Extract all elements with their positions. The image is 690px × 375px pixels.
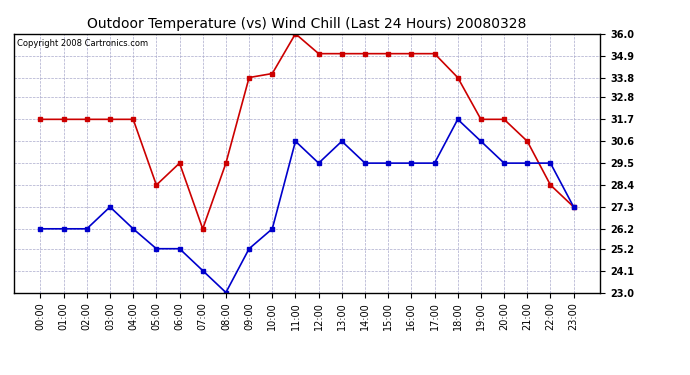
Title: Outdoor Temperature (vs) Wind Chill (Last 24 Hours) 20080328: Outdoor Temperature (vs) Wind Chill (Las…: [88, 17, 526, 31]
Text: Copyright 2008 Cartronics.com: Copyright 2008 Cartronics.com: [17, 39, 148, 48]
